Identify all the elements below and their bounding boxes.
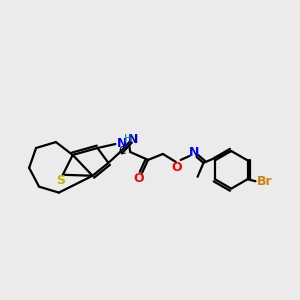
Text: C: C (118, 146, 126, 156)
Text: O: O (171, 161, 182, 174)
Text: O: O (134, 172, 144, 185)
Text: N: N (188, 146, 199, 160)
Text: H: H (124, 134, 132, 144)
Text: S: S (56, 174, 65, 187)
Text: N: N (117, 136, 128, 150)
Text: Br: Br (256, 175, 272, 188)
Text: N: N (128, 133, 138, 146)
